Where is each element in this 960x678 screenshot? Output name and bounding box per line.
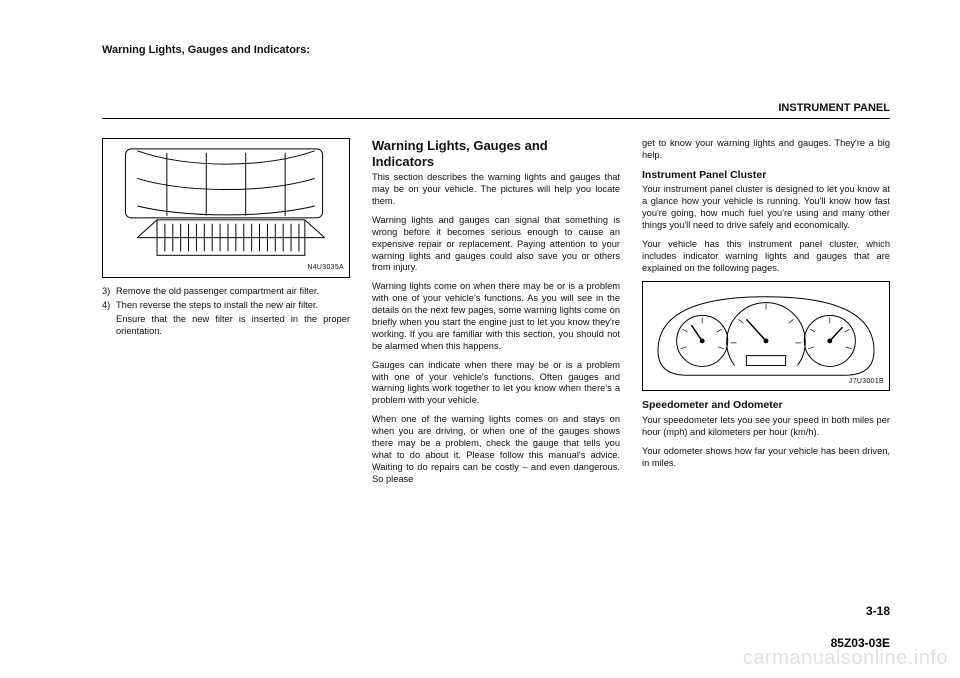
list-item: 3) Remove the old passenger compartment … (102, 286, 350, 298)
air-filter-illustration (103, 139, 349, 277)
figure-label: J7U3001B (849, 378, 884, 387)
paragraph: Your odometer shows how far your vehicle… (642, 446, 890, 470)
numbered-list: 3) Remove the old passenger compartment … (102, 286, 350, 338)
list-continuation: Ensure that the new filter is inserted i… (116, 314, 350, 338)
subheading: Instrument Panel Cluster (642, 169, 890, 182)
section-heading: Warning Lights, Gauges and Indicators (372, 138, 620, 169)
paragraph: This section describes the warning light… (372, 172, 620, 208)
horizontal-rule (102, 118, 890, 119)
manual-page: Warning Lights, Gauges and Indicators: I… (0, 0, 960, 678)
heading-line: Indicators (372, 154, 434, 169)
chapter-head: INSTRUMENT PANEL (778, 102, 890, 114)
figure-air-filter: N4U3035A (102, 138, 350, 278)
running-head: Warning Lights, Gauges and Indicators: (102, 44, 310, 56)
figure-label: N4U3035A (307, 264, 344, 273)
paragraph: Your instrument panel cluster is designe… (642, 184, 890, 232)
paragraph: When one of the warning lights comes on … (372, 414, 620, 485)
cluster-illustration (643, 282, 889, 390)
paragraph: Warning lights and gauges can signal tha… (372, 215, 620, 274)
paragraph: Warning lights come on when there may be… (372, 281, 620, 352)
paragraph: Your speedometer lets you see your speed… (642, 415, 890, 439)
list-text: Then reverse the steps to install the ne… (116, 300, 350, 312)
list-number: 3) (102, 286, 116, 298)
paragraph: get to know your warning lights and gaug… (642, 138, 890, 162)
heading-line: Warning Lights, Gauges and (372, 138, 548, 153)
content-columns: N4U3035A 3) Remove the old passenger com… (102, 138, 890, 608)
paragraph: Your vehicle has this instrument panel c… (642, 239, 890, 275)
list-item: 4) Then reverse the steps to install the… (102, 300, 350, 312)
list-text: Remove the old passenger compartment air… (116, 286, 350, 298)
figure-instrument-cluster: J7U3001B (642, 281, 890, 391)
list-number: 4) (102, 300, 116, 312)
subheading: Speedometer and Odometer (642, 399, 890, 412)
paragraph: Gauges can indicate when there may be or… (372, 360, 620, 408)
watermark: carmanualsonline.info (743, 647, 948, 670)
page-number: 3-18 (866, 604, 890, 618)
